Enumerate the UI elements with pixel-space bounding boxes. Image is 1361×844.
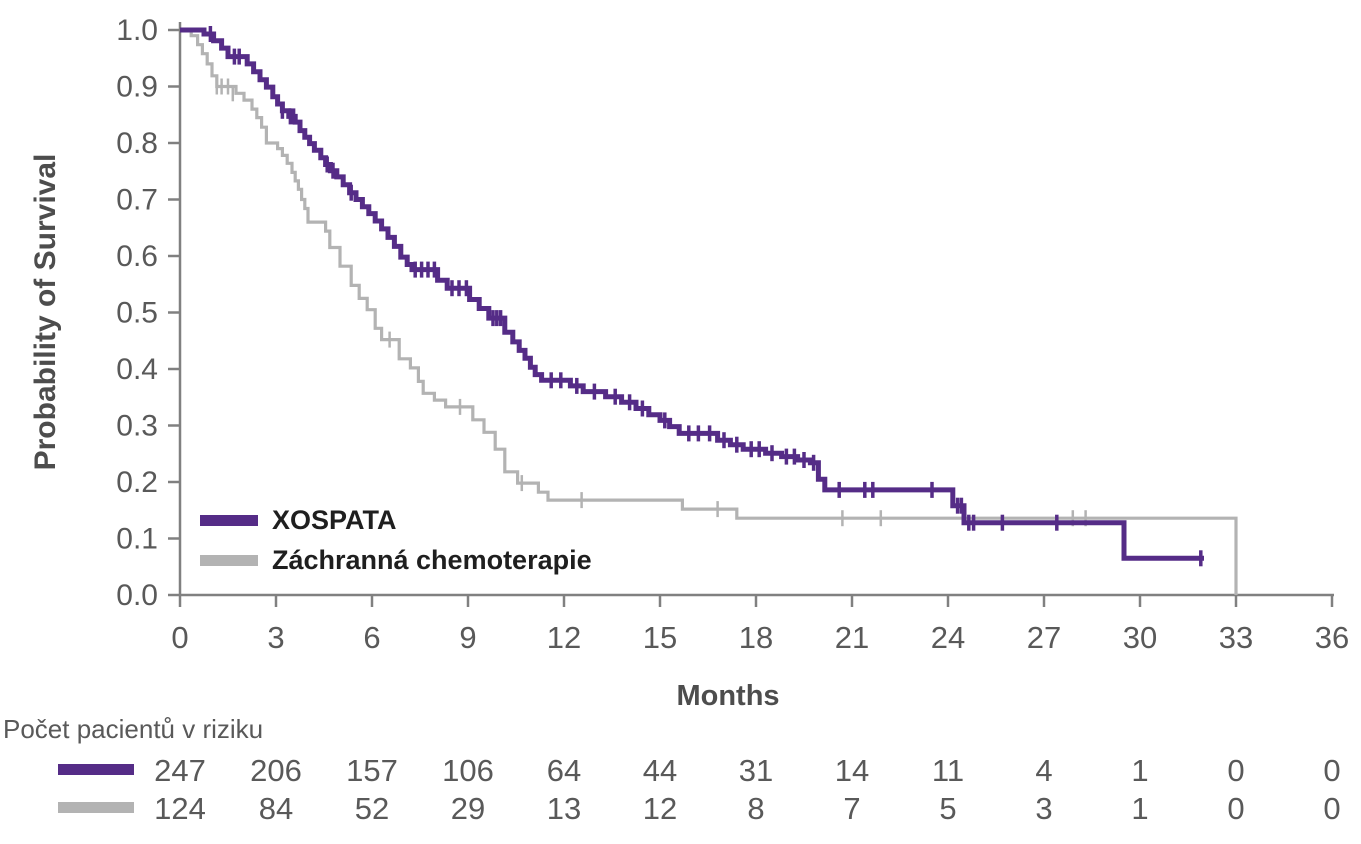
- x-tick-label: 36: [1315, 620, 1349, 655]
- xospata-risk-swatch: [58, 764, 134, 775]
- x-tick-label: 24: [931, 620, 965, 655]
- risk-count: 64: [546, 753, 582, 788]
- chemo-risk-swatch: [58, 802, 134, 813]
- risk-count: 12: [642, 791, 678, 826]
- risk-count: 14: [834, 753, 870, 788]
- legend-item-chemo: Záchranná chemoterapie: [200, 540, 592, 580]
- x-tick-label: 21: [835, 620, 869, 655]
- x-tick-label: 12: [547, 620, 581, 655]
- x-axis-title: Months: [676, 680, 780, 712]
- x-tick-label: 0: [171, 620, 188, 655]
- risk-count: 1: [1131, 791, 1149, 826]
- risk-count: 7: [843, 791, 861, 826]
- y-tick-label: 0.3: [116, 410, 158, 443]
- x-tick-label: 27: [1027, 620, 1061, 655]
- y-tick-label: 0.4: [116, 353, 158, 386]
- legend: XOSPATA Záchranná chemoterapie: [200, 500, 592, 580]
- risk-count: 247: [154, 753, 206, 788]
- risk-count: 0: [1323, 791, 1341, 826]
- x-tick-label: 18: [739, 620, 773, 655]
- y-tick-label: 0.8: [116, 127, 158, 160]
- risk-count: 11: [931, 753, 965, 788]
- x-tick-label: 33: [1219, 620, 1253, 655]
- risk-count: 13: [546, 791, 582, 826]
- legend-label-chemo: Záchranná chemoterapie: [272, 544, 592, 575]
- risk-count: 0: [1227, 791, 1245, 826]
- risk-count: 0: [1227, 753, 1245, 788]
- risk-count: 157: [346, 753, 398, 788]
- risk-count: 106: [442, 753, 494, 788]
- y-tick-label: 0.0: [116, 579, 158, 612]
- y-axis-title: Probability of Survival: [29, 153, 62, 471]
- risk-count: 29: [450, 791, 486, 826]
- risk-count: 0: [1323, 753, 1341, 788]
- risk-row-chemo: 124 84 52 29 13 12 8 7 5 3 1 0 0: [0, 791, 1361, 826]
- y-tick-label: 0.9: [116, 71, 158, 104]
- risk-count: 84: [258, 791, 294, 826]
- risk-count: 1: [1131, 753, 1149, 788]
- x-tick-label: 30: [1123, 620, 1157, 655]
- km-curve-chemo: [180, 28, 1238, 595]
- y-tick-label: 0.5: [116, 297, 158, 330]
- km-curve-xospata: [180, 27, 1204, 561]
- legend-item-xospata: XOSPATA: [200, 500, 592, 540]
- y-tick-label: 1.0: [116, 14, 158, 47]
- chemo-line-swatch: [200, 554, 258, 566]
- risk-count: 44: [642, 753, 678, 788]
- risk-count: 3: [1035, 791, 1053, 826]
- y-tick-label: 0.7: [116, 184, 158, 217]
- risk-count: 4: [1035, 753, 1053, 788]
- y-tick-label: 0.1: [116, 523, 158, 556]
- risk-count: 5: [939, 791, 957, 826]
- x-tick-label: 15: [643, 620, 677, 655]
- risk-row-xospata: 247 206 157 106 64 44 31 14 11 4 1 0 0: [0, 753, 1361, 788]
- y-tick-label: 0.6: [116, 240, 158, 273]
- legend-label-xospata: XOSPATA: [272, 504, 397, 535]
- y-tick-label: 0.2: [116, 466, 158, 499]
- x-tick-label: 9: [459, 620, 476, 655]
- x-tick-label: 3: [267, 620, 284, 655]
- risk-table-title: Počet pacientů v riziku: [3, 714, 264, 744]
- x-tick-label: 6: [363, 620, 380, 655]
- risk-count: 52: [354, 791, 390, 826]
- risk-count: 31: [738, 753, 774, 788]
- xospata-line-swatch: [200, 514, 258, 526]
- risk-count: 124: [154, 791, 206, 826]
- risk-count: 206: [250, 753, 302, 788]
- risk-count: 8: [747, 791, 765, 826]
